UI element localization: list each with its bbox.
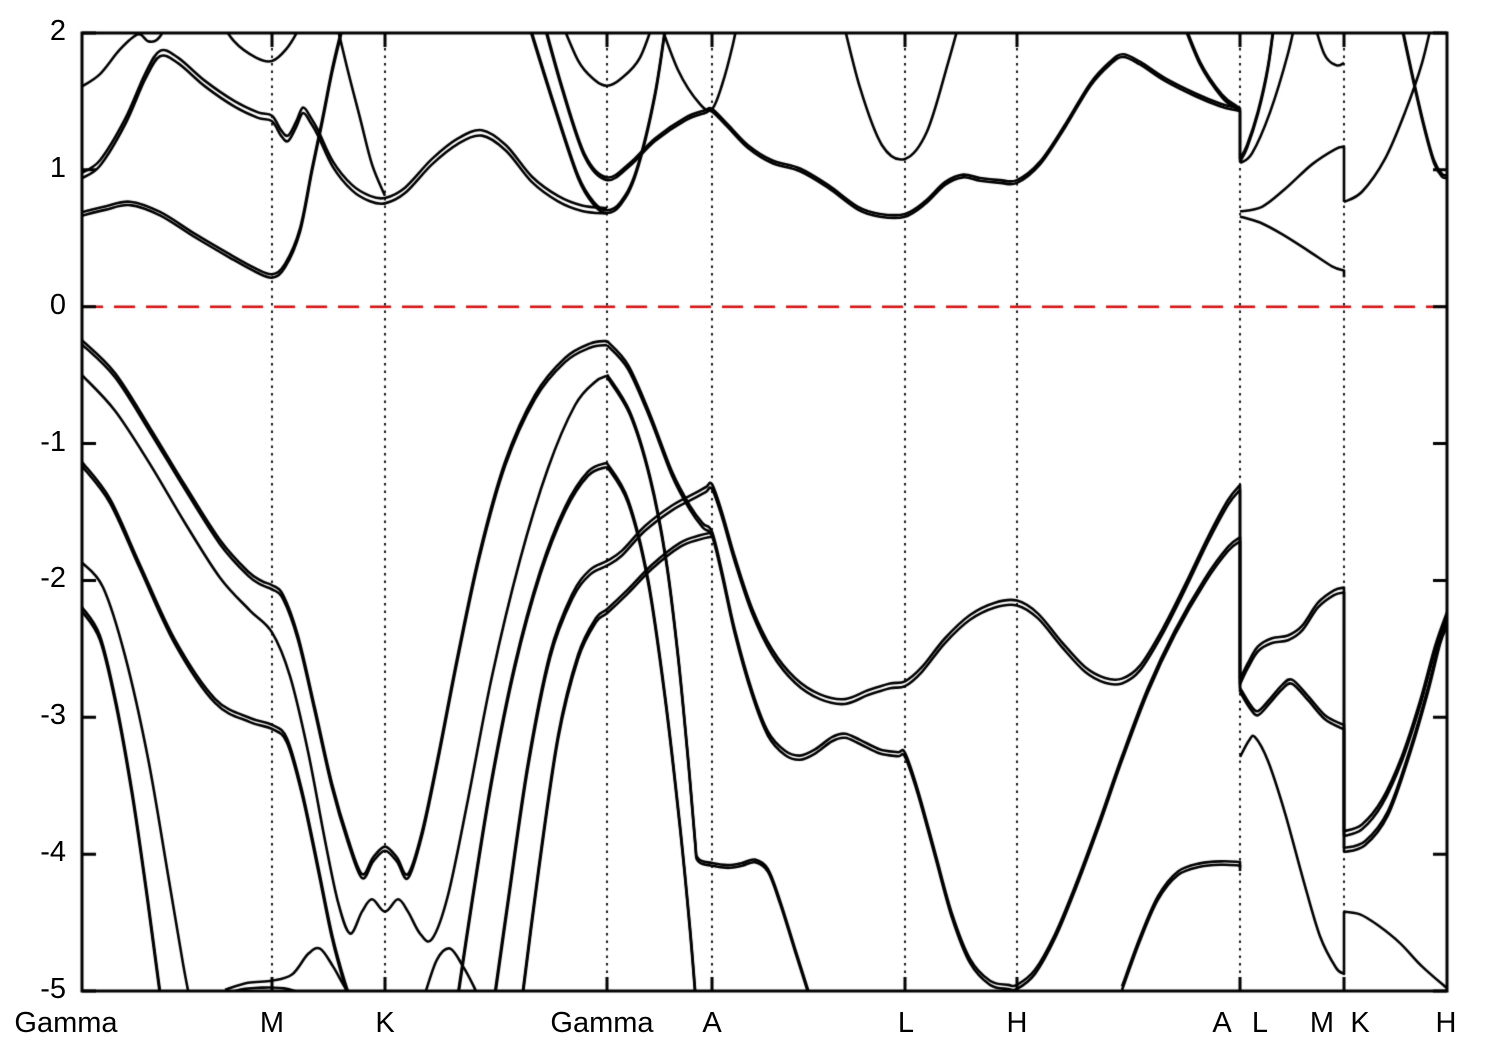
band-structure-canvas — [0, 0, 1500, 1050]
band-structure-chart: 2 1 0 -1 -2 -3 -4 -5 Gamma M K Gamma A L H A L M K H — [0, 0, 1500, 1050]
